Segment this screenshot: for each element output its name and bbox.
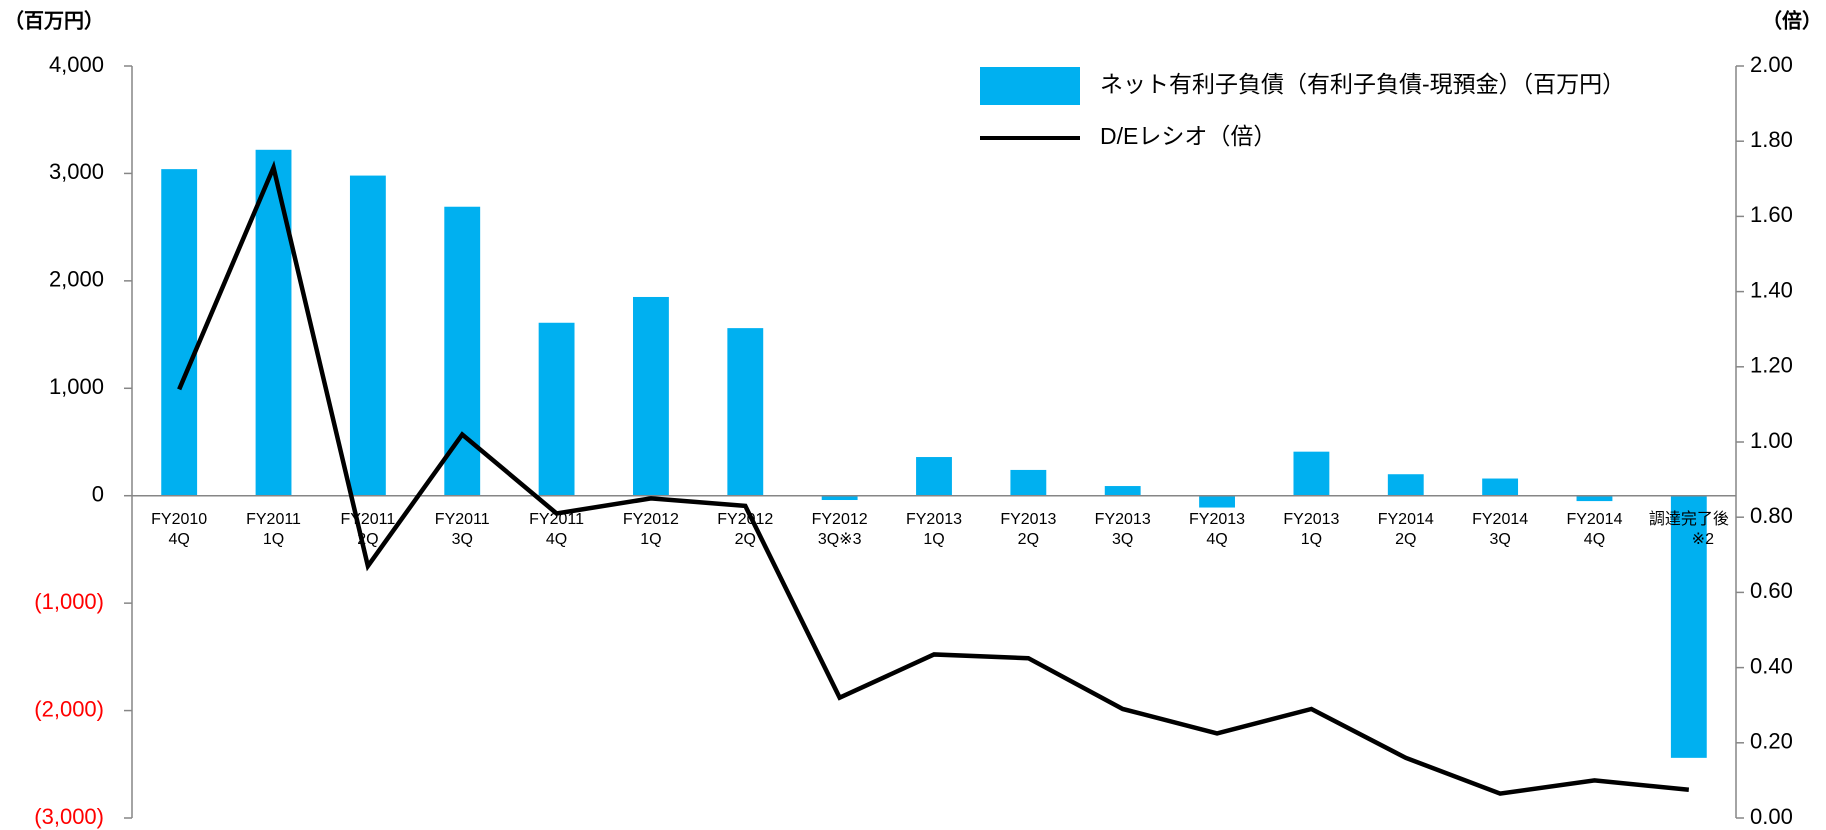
x-tick-label: 1Q bbox=[1301, 531, 1322, 548]
bar bbox=[1670, 495, 1707, 758]
bar bbox=[916, 457, 952, 496]
x-tick-label: FY2013 bbox=[1000, 511, 1056, 528]
bar bbox=[821, 495, 858, 501]
y-tick-label: (1,000) bbox=[34, 589, 104, 614]
x-tick-label: FY2011 bbox=[529, 511, 584, 528]
y-axis-label: （百万円） bbox=[4, 9, 104, 32]
x-tick-label: FY2012 bbox=[812, 511, 868, 528]
bar bbox=[161, 169, 198, 496]
x-tick-label: FY2012 bbox=[717, 511, 773, 528]
bar bbox=[1104, 486, 1141, 496]
x-tick-label: FY2014 bbox=[1566, 511, 1622, 528]
de-line bbox=[177, 160, 1690, 796]
y2-tick-label: 1.00 bbox=[1750, 428, 1793, 453]
y2-tick-label: 0.60 bbox=[1750, 578, 1793, 603]
x-tick-label: 1Q bbox=[640, 531, 661, 548]
x-tick-label: FY2013 bbox=[1189, 511, 1245, 528]
y2-tick-label: 1.60 bbox=[1750, 202, 1793, 227]
y2-axis-label: （倍） bbox=[1762, 8, 1822, 32]
x-tick-label: 3Q※3 bbox=[818, 531, 862, 548]
x-tick-label: FY2013 bbox=[906, 511, 962, 528]
bar bbox=[255, 149, 292, 496]
legend-label: ネット有利子負債（有利子負債-現預金）（百万円） bbox=[1100, 71, 1625, 97]
x-tick-label: 2Q bbox=[1395, 531, 1416, 548]
x-tick-label: 4Q bbox=[1206, 531, 1227, 548]
bar bbox=[1576, 495, 1613, 502]
x-tick-label: FY2010 bbox=[151, 511, 207, 528]
x-tick-label: 2Q bbox=[1018, 531, 1039, 548]
y-tick-label: 4,000 bbox=[49, 52, 104, 77]
x-tick-label: FY2014 bbox=[1378, 511, 1434, 528]
y2-tick-label: 0.40 bbox=[1750, 653, 1793, 678]
x-tick-label: 3Q bbox=[1112, 531, 1133, 548]
x-tick-label: FY2012 bbox=[623, 511, 679, 528]
bar bbox=[1293, 451, 1330, 496]
bar bbox=[1010, 469, 1047, 496]
y2-tick-label: 0.20 bbox=[1750, 729, 1793, 754]
x-tick-label: FY2013 bbox=[1283, 511, 1339, 528]
x-tick-label: FY2011 bbox=[435, 511, 490, 528]
x-tick-label: FY2011 bbox=[340, 511, 395, 528]
bar bbox=[1387, 474, 1424, 496]
y2-tick-label: 1.40 bbox=[1750, 277, 1793, 302]
legend-label: D/Eレシオ（倍） bbox=[1100, 123, 1276, 149]
x-tick-label: FY2011 bbox=[246, 511, 301, 528]
y2-tick-label: 0.80 bbox=[1750, 503, 1793, 528]
y-tick-label: (3,000) bbox=[34, 804, 104, 829]
x-tick-label: 4Q bbox=[169, 531, 190, 548]
bar bbox=[727, 328, 764, 496]
y2-tick-label: 1.80 bbox=[1750, 127, 1793, 152]
y2-tick-label: 2.00 bbox=[1750, 52, 1793, 77]
y2-tick-label: 0.00 bbox=[1750, 804, 1793, 829]
y-tick-label: 3,000 bbox=[49, 159, 104, 184]
y-tick-label: 0 bbox=[92, 482, 104, 507]
y2-tick-label: 1.20 bbox=[1750, 353, 1793, 378]
bar bbox=[1482, 478, 1519, 496]
x-tick-label: 調達完了後 bbox=[1649, 510, 1729, 528]
bar bbox=[1199, 495, 1235, 508]
bar bbox=[349, 175, 386, 496]
bar bbox=[633, 296, 669, 496]
x-tick-label: 4Q bbox=[546, 531, 567, 548]
x-tick-label: 4Q bbox=[1584, 531, 1605, 548]
y-tick-label: (2,000) bbox=[34, 696, 104, 721]
x-tick-label: FY2013 bbox=[1095, 511, 1151, 528]
x-tick-label: 3Q bbox=[1489, 531, 1510, 548]
bar bbox=[538, 322, 575, 496]
x-tick-label: 1Q bbox=[263, 531, 284, 548]
x-tick-label: 3Q bbox=[452, 531, 473, 548]
x-tick-label: FY2014 bbox=[1472, 511, 1528, 528]
legend-swatch bbox=[980, 67, 1080, 105]
y-tick-label: 2,000 bbox=[49, 267, 104, 292]
y-tick-label: 1,000 bbox=[49, 374, 104, 399]
x-tick-label: 1Q bbox=[923, 531, 944, 548]
x-tick-label: ※2 bbox=[1692, 531, 1714, 548]
x-tick-label: 2Q bbox=[735, 531, 756, 548]
